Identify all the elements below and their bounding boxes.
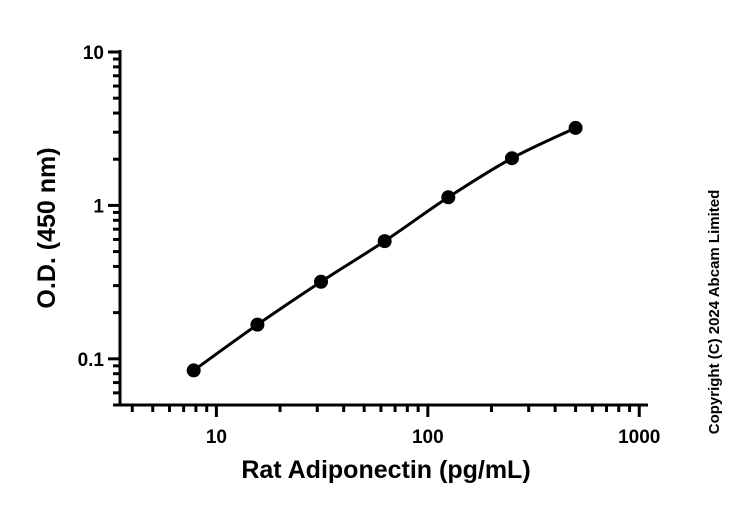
x-tick-label: 1000 [618, 427, 660, 448]
axes [118, 50, 648, 407]
data-point [186, 363, 201, 378]
data-point [377, 234, 392, 249]
y-axis-title: O.D. (450 nm) [33, 147, 61, 308]
data-point [568, 120, 583, 135]
y-tick-label: 1 [93, 196, 104, 217]
data-point [314, 274, 329, 289]
data-point [504, 151, 519, 166]
x-tick-label: 10 [206, 427, 227, 448]
fit-curve [192, 126, 577, 372]
copyright-text: Copyright (C) 2024 Abcam Limited [706, 190, 723, 434]
y-tick-label: 10 [83, 43, 104, 64]
data-points [186, 120, 583, 378]
x-axis-title: Rat Adiponectin (pg/mL) [241, 456, 530, 484]
y-tick-label: 0.1 [78, 350, 105, 371]
x-axis-ticks: 10 100 1000 [130, 405, 660, 448]
data-point [250, 317, 265, 332]
y-axis-ticks: 0.1 1 10 [78, 43, 120, 407]
x-tick-label: 100 [412, 427, 444, 448]
data-point [441, 190, 456, 205]
